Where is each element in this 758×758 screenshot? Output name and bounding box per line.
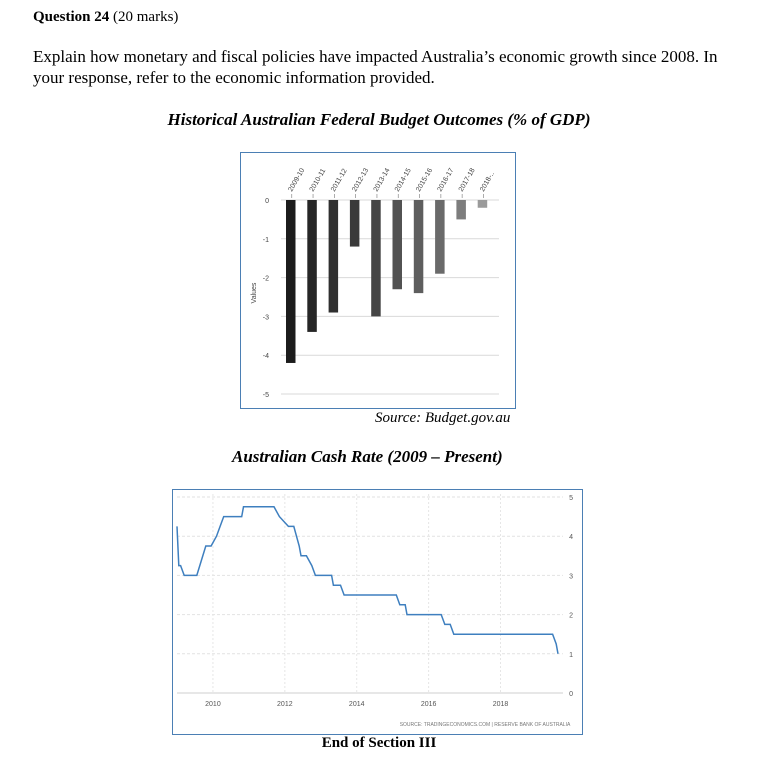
budget-ytick-label: -2	[263, 276, 269, 283]
cash-ytick-label: 2	[569, 613, 573, 620]
budget-bar	[477, 200, 488, 208]
budget-category-label: 2018-..	[479, 171, 496, 193]
cash-xtick-label: 2014	[349, 701, 365, 708]
budget-ylabel: Values	[251, 282, 258, 303]
question-heading: Question 24 (20 marks)	[33, 9, 178, 26]
budget-bar	[392, 200, 402, 290]
budget-ytick-label: -3	[263, 314, 269, 321]
budget-source: Source: Budget.gov.au	[375, 410, 511, 426]
cash-rate-chart-svg: 0 1 2 3 4 5 2010 2012 2014 2016 2018 SOURCE: TRADIN…	[176, 494, 573, 728]
budget-bar	[307, 200, 317, 332]
budget-category-label: 2016-17	[437, 167, 456, 193]
budget-category-label: 2014-15	[394, 167, 413, 193]
budget-bar	[371, 200, 381, 317]
cash-ytick-label: 1	[569, 652, 573, 659]
cash-rate-line	[176, 506, 559, 654]
cash-ytick-label: 5	[569, 495, 573, 502]
budget-category-label: 2012-13	[351, 167, 370, 193]
section-end: End of Section III	[321, 735, 437, 751]
cash-xtick-label: 2012	[277, 701, 293, 708]
budget-bar	[456, 200, 466, 220]
budget-ytick-label: 0	[265, 198, 269, 205]
cash-xtick-label: 2010	[205, 701, 221, 708]
cash-rate-chart: 0 1 2 3 4 5 2010 2012 2014 2016 2018 SOURCE: TRADIN…	[172, 489, 583, 735]
cash-source-label: SOURCE: TRADINGECONOMICS.COM | RESERVE B…	[400, 722, 571, 728]
budget-category-label: 2015-16	[415, 167, 434, 193]
budget-ytick-label: -5	[263, 392, 269, 399]
question-marks: (20 marks)	[113, 9, 179, 25]
cash-ytick-label: 0	[569, 691, 573, 698]
cash-xtick-label: 2016	[421, 701, 437, 708]
budget-chart-title: Historical Australian Federal Budget Out…	[167, 110, 591, 129]
budget-bar	[286, 200, 296, 363]
budget-category-label: 2010-11	[309, 168, 328, 193]
budget-chart: 0 -1 -2 -3 -4 -5 Values 2009-10 2010-11 2011-12 20…	[240, 152, 516, 409]
question-text: Explain how monetary and fiscal policies…	[33, 47, 718, 87]
cash-ytick-label: 3	[569, 573, 573, 580]
budget-category-label: 2013-14	[373, 167, 392, 193]
budget-category-label: 2017-18	[458, 167, 477, 193]
budget-category-label: 2011-12	[330, 168, 349, 193]
budget-ytick-label: -1	[263, 237, 269, 244]
budget-category-label: 2009-10	[287, 167, 306, 193]
budget-bar	[328, 200, 339, 313]
question-label: Question 24	[33, 9, 110, 25]
budget-bar	[413, 200, 424, 294]
budget-ytick-label: -4	[263, 353, 269, 360]
cash-xtick-label: 2018	[493, 701, 509, 708]
cash-rate-chart-title: Australian Cash Rate (2009 – Present)	[232, 447, 503, 466]
budget-bar	[435, 200, 445, 274]
budget-bar	[349, 200, 360, 247]
cash-ytick-label: 4	[569, 534, 573, 541]
